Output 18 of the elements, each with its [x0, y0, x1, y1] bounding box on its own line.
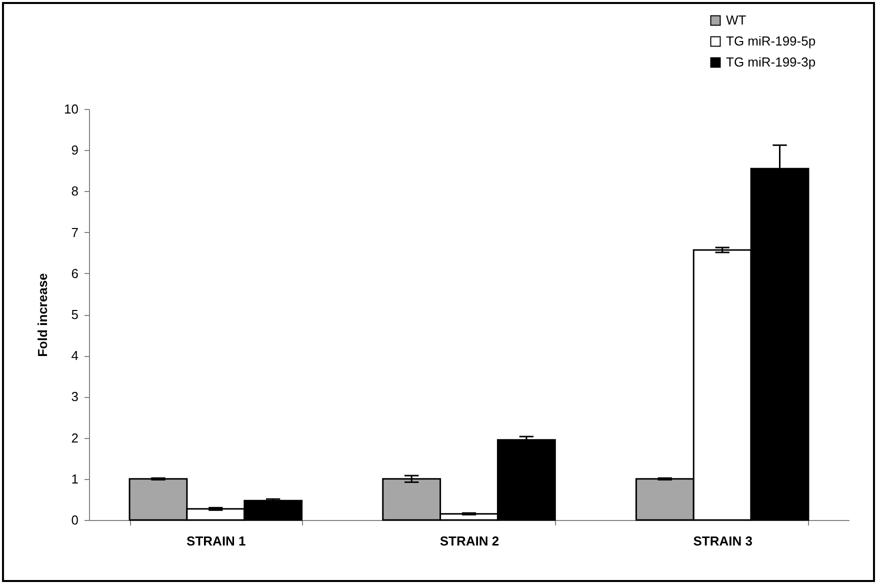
y-tick-label: 9 [71, 142, 78, 158]
legend-label: TG miR-199-3p [726, 54, 816, 70]
legend-label: TG miR-199-5p [726, 34, 816, 48]
y-tick-label: 4 [71, 348, 78, 364]
y-tick-label: 0 [71, 512, 78, 528]
y-tick-label: 6 [71, 266, 78, 281]
y-axis-title: Fold increase [35, 273, 50, 357]
x-tick-label: STRAIN 1 [186, 534, 246, 548]
y-tick-label: 2 [71, 430, 78, 446]
x-tick-label: STRAIN 3 [693, 534, 752, 548]
y-tick-label: 1 [71, 471, 78, 486]
y-tick-label: 10 [64, 102, 78, 116]
y-tick-label: 8 [71, 184, 78, 199]
x-tick-label: STRAIN 2 [440, 534, 500, 548]
legend-label: WT [726, 12, 746, 28]
y-tick-label: 3 [71, 389, 78, 404]
y-tick-label: 7 [71, 224, 78, 240]
y-tick-label: 5 [71, 307, 78, 322]
